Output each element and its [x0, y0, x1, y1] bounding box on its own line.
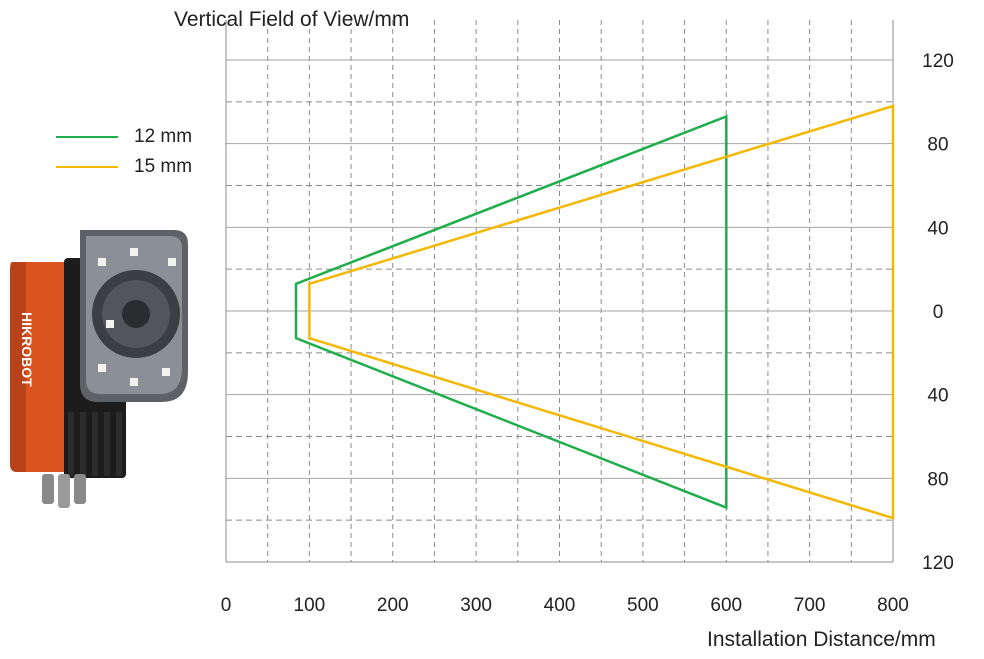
y-tick-label: 80 [927, 469, 948, 490]
series-outline-1 [308, 104, 895, 520]
x-tick-label: 800 [877, 595, 909, 616]
x-tick-label: 300 [460, 595, 492, 616]
series-layer [294, 104, 895, 520]
x-tick-label: 100 [294, 595, 326, 616]
legend-label-15mm: 15 mm [134, 156, 193, 177]
y-tick-label: 120 [922, 51, 954, 72]
x-tick-label: 0 [221, 595, 232, 616]
legend-label-12mm: 12 mm [134, 126, 193, 147]
x-tick-label: 400 [544, 595, 576, 616]
legend-item-15mm: 15 mm [56, 152, 192, 182]
x-tick-label: 200 [377, 595, 409, 616]
legend-swatch-15mm [56, 166, 118, 168]
legend-item-12mm: 12 mm [56, 122, 192, 152]
legend: 12 mm 15 mm [56, 122, 192, 182]
y-tick-label: 40 [927, 386, 948, 407]
x-axis-title: Installation Distance/mm [707, 628, 936, 651]
legend-swatch-12mm [56, 136, 118, 138]
camera-brand-text: HIKROBOT [19, 312, 35, 387]
x-tick-label: 600 [710, 595, 742, 616]
x-tick-label: 700 [794, 595, 826, 616]
y-tick-label: 80 [927, 135, 948, 156]
x-tick-label: 500 [627, 595, 659, 616]
camera-image: HIKROBOT [10, 230, 188, 508]
y-tick-label: 0 [933, 302, 944, 323]
grid [226, 20, 894, 563]
series-outline-0 [294, 114, 728, 510]
y-tick-label: 120 [922, 553, 954, 574]
y-axis-title: Vertical Field of View/mm [174, 8, 410, 31]
y-tick-label: 40 [927, 218, 948, 239]
